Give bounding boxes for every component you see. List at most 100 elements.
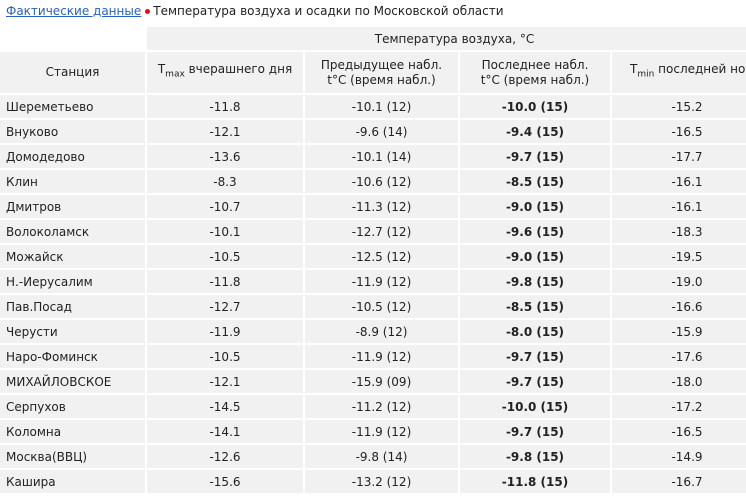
station-cell: Можайск bbox=[0, 245, 145, 268]
last-cell: -9.7 (15) bbox=[460, 370, 610, 393]
tmin-cell: -16.1 bbox=[612, 170, 746, 193]
prev-cell: -10.6 (12) bbox=[305, 170, 458, 193]
last-cell: -9.7 (15) bbox=[460, 145, 610, 168]
data-table: Температура воздуха, °С Станция Tmax вче… bbox=[0, 25, 746, 495]
tmax-cell: -12.1 bbox=[147, 120, 303, 143]
tmax-cell: -8.3 bbox=[147, 170, 303, 193]
data-row: Пав.Посад -12.7 -10.5 (12) -8.5 (15) -16.6 bbox=[0, 295, 746, 318]
tmax-cell: -13.6 bbox=[147, 145, 303, 168]
data-row: Клин -8.3 -10.6 (12) -8.5 (15) -16.1 bbox=[0, 170, 746, 193]
header-row: Станция Tmax вчерашнего дня Предыдущее н… bbox=[0, 52, 746, 93]
tmin-cell: -18.0 bbox=[612, 370, 746, 393]
header-line: Последнее набл. bbox=[481, 57, 589, 72]
header-row: Температура воздуха, °С bbox=[0, 27, 746, 50]
last-cell: -9.7 (15) bbox=[460, 420, 610, 443]
red-dot bbox=[145, 8, 151, 14]
prev-cell: -11.9 (12) bbox=[305, 270, 458, 293]
tmin-cell: -19.5 bbox=[612, 245, 746, 268]
data-row: Кашира -15.6 -13.2 (12) -11.8 (15) -16.7 bbox=[0, 470, 746, 493]
tmax-cell: -10.5 bbox=[147, 345, 303, 368]
prev-cell: -11.3 (12) bbox=[305, 195, 458, 218]
tmax-cell: -11.8 bbox=[147, 270, 303, 293]
station-cell: Кашира bbox=[0, 470, 145, 493]
header-line: Предыдущее набл. bbox=[320, 57, 443, 72]
tmax-cell: -12.6 bbox=[147, 445, 303, 468]
symbol: T bbox=[630, 62, 638, 77]
prev-cell: -11.9 (12) bbox=[305, 345, 458, 368]
table-wrap: Температура воздуха, °С Станция Tmax вче… bbox=[0, 25, 746, 495]
data-row: Шереметьево -11.8 -10.1 (12) -10.0 (15) -15.… bbox=[0, 95, 746, 118]
breadcrumb: Фактические данные Температура воздуха и … bbox=[6, 4, 504, 18]
last-cell: -11.8 (15) bbox=[460, 470, 610, 493]
prev-cell: -8.9 (12) bbox=[305, 320, 458, 343]
header-line: t°C (время набл.) bbox=[480, 72, 590, 87]
last-cell: -9.6 (15) bbox=[460, 220, 610, 243]
tmax-cell: -10.7 bbox=[147, 195, 303, 218]
col-header: Tmin последней ночи bbox=[612, 52, 746, 93]
station-cell: Волоколамск bbox=[0, 220, 145, 243]
last-cell: -9.0 (15) bbox=[460, 195, 610, 218]
last-cell: -8.5 (15) bbox=[460, 170, 610, 193]
tmin-cell: -17.2 bbox=[612, 395, 746, 418]
tmin-cell: -16.5 bbox=[612, 420, 746, 443]
tmin-cell: -15.9 bbox=[612, 320, 746, 343]
breadcrumb-link[interactable]: Фактические данные bbox=[6, 4, 142, 18]
prev-cell: -10.5 (12) bbox=[305, 295, 458, 318]
tmin-cell: -16.7 bbox=[612, 470, 746, 493]
prev-cell: -15.9 (09) bbox=[305, 370, 458, 393]
tmax-cell: -15.6 bbox=[147, 470, 303, 493]
data-row: Черусти -11.9 -8.9 (12) -8.0 (15) -15.9 bbox=[0, 320, 746, 343]
prev-cell: -9.6 (14) bbox=[305, 120, 458, 143]
col-header: Tmax вчерашнего дня bbox=[147, 52, 303, 93]
tmin-cell: -16.5 bbox=[612, 120, 746, 143]
last-cell: -9.4 (15) bbox=[460, 120, 610, 143]
header-text: последней ночи bbox=[658, 62, 746, 77]
station-cell: Москва(ВВЦ) bbox=[0, 445, 145, 468]
last-cell: -8.5 (15) bbox=[460, 295, 610, 318]
data-row: Серпухов -14.5 -11.2 (12) -10.0 (15) -17.2 bbox=[0, 395, 746, 418]
tmin-cell: -14.9 bbox=[612, 445, 746, 468]
station-cell: Внуково bbox=[0, 120, 145, 143]
prev-cell: -12.5 (12) bbox=[305, 245, 458, 268]
data-row: Москва(ВВЦ) -12.6 -9.8 (14) -9.8 (15) -14.9 bbox=[0, 445, 746, 468]
data-row: Можайск -10.5 -12.5 (12) -9.0 (15) -19.5 bbox=[0, 245, 746, 268]
prev-cell: -10.1 (14) bbox=[305, 145, 458, 168]
station-cell: Пав.Посад bbox=[0, 295, 145, 318]
station-cell: Домодедово bbox=[0, 145, 145, 168]
data-row: МИХАЙЛОВСКОЕ -12.1 -15.9 (09) -9.7 (15) -18.… bbox=[0, 370, 746, 393]
page-title: Температура воздуха и осадки по Московск… bbox=[153, 4, 504, 18]
prev-cell: -11.2 (12) bbox=[305, 395, 458, 418]
last-cell: -10.0 (15) bbox=[460, 95, 610, 118]
tmax-cell: -14.5 bbox=[147, 395, 303, 418]
data-row: Н.-Иерусалим -11.8 -11.9 (12) -9.8 (15) -19.… bbox=[0, 270, 746, 293]
last-cell: -9.8 (15) bbox=[460, 445, 610, 468]
tmax-cell: -10.1 bbox=[147, 220, 303, 243]
tmin-cell: -17.6 bbox=[612, 345, 746, 368]
station-cell: Клин bbox=[0, 170, 145, 193]
prev-cell: -12.7 (12) bbox=[305, 220, 458, 243]
tmin-cell: -16.1 bbox=[612, 195, 746, 218]
tmin-cell: -18.3 bbox=[612, 220, 746, 243]
col-header: Предыдущее набл. t°C (время набл.) bbox=[305, 52, 458, 93]
tmax-cell: -10.5 bbox=[147, 245, 303, 268]
prev-cell: -10.1 (12) bbox=[305, 95, 458, 118]
symbol: T bbox=[157, 62, 166, 77]
station-cell: Черусти bbox=[0, 320, 145, 343]
last-cell: -9.7 (15) bbox=[460, 345, 610, 368]
tmax-cell: -12.1 bbox=[147, 370, 303, 393]
last-cell: -8.0 (15) bbox=[460, 320, 610, 343]
station-cell: Серпухов bbox=[0, 395, 145, 418]
subscript: max bbox=[165, 69, 185, 80]
station-cell: Н.-Иерусалим bbox=[0, 270, 145, 293]
col-header: Последнее набл. t°C (время набл.) bbox=[460, 52, 610, 93]
station-cell: Шереметьево bbox=[0, 95, 145, 118]
group-header: Температура воздуха, °С bbox=[147, 27, 746, 50]
prev-cell: -11.9 (12) bbox=[305, 420, 458, 443]
tmax-cell: -11.9 bbox=[147, 320, 303, 343]
tmax-cell: -14.1 bbox=[147, 420, 303, 443]
last-cell: -10.0 (15) bbox=[460, 395, 610, 418]
tmin-cell: -17.7 bbox=[612, 145, 746, 168]
data-row: Коломна -14.1 -11.9 (12) -9.7 (15) -16.5 bbox=[0, 420, 746, 443]
data-row: Волоколамск -10.1 -12.7 (12) -9.6 (15) -18.3 bbox=[0, 220, 746, 243]
